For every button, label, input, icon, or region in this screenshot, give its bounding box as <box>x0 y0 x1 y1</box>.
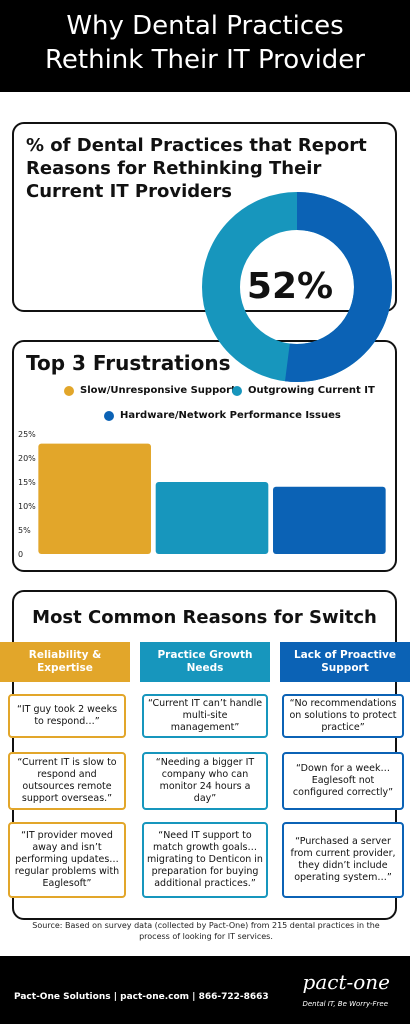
y-tick-label: 0 <box>18 550 23 559</box>
page-footer: Pact-One Solutions | pact-one.com | 866-… <box>0 956 410 1024</box>
legend-label: Outgrowing Current IT <box>248 385 375 396</box>
column-header-proactive: Lack of Proactive Support <box>280 642 410 682</box>
stat-card-title: % of Dental Practices that Report Reason… <box>26 135 367 202</box>
legend-item-outgrowing: Outgrowing Current IT <box>232 385 375 396</box>
footer-contact: Pact-One Solutions | pact-one.com | 866-… <box>14 992 269 1002</box>
frustrations-title: Top 3 Frustrations <box>26 351 231 375</box>
quote-box: “Need IT support to match growth goals…m… <box>142 822 268 898</box>
frustrations-bar-chart: 25% 20% 15% 10% 5% 0 <box>18 430 386 559</box>
quote-box: “Needing a bigger IT company who can mon… <box>142 752 268 810</box>
column-header-label: Practice Growth Needs <box>157 649 253 674</box>
column-header-growth: Practice Growth Needs <box>140 642 270 682</box>
legend-item-slow-support: Slow/Unresponsive Support <box>64 385 236 396</box>
y-tick-label: 15% <box>18 478 36 487</box>
column-header-label: Reliability & Expertise <box>28 649 102 674</box>
quote-box: “IT provider moved away and isn’t perfor… <box>8 822 126 898</box>
page-title-line-1: Why Dental Practices <box>66 11 344 41</box>
donut-filled <box>202 192 392 382</box>
quote-box: “Purchased a server from current provide… <box>282 822 404 898</box>
quote-box: “IT guy took 2 weeks to respond…” <box>8 694 126 738</box>
legend-item-hardware: Hardware/Network Performance Issues <box>104 410 341 421</box>
quote-box: “Current IT is slow to respond and outso… <box>8 752 126 810</box>
page-title-line-2: Rethink Their IT Provider <box>45 45 365 75</box>
bar <box>273 486 386 554</box>
legend-swatch <box>232 385 242 396</box>
reasons-title: Most Common Reasons for Switch <box>32 607 377 628</box>
donut-label: 52% <box>247 266 333 307</box>
y-tick-label: 10% <box>18 502 36 511</box>
column-header-label: Lack of Proactive Support <box>293 649 397 674</box>
legend-label: Slow/Unresponsive Support <box>80 385 236 396</box>
quote-box: “Current IT can’t handle multi-site mana… <box>142 694 268 738</box>
legend-swatch <box>64 385 74 396</box>
brand-tagline: Dental IT, Be Worry-Free <box>302 1000 388 1008</box>
y-tick-label: 25% <box>18 430 36 439</box>
quote-box: “No recommendations on solutions to prot… <box>282 694 404 738</box>
quote-box: “Down for a week…Eaglesoft not configure… <box>282 752 404 810</box>
donut-chart: 52% <box>202 192 392 382</box>
y-tick-label: 5% <box>18 526 31 535</box>
y-tick-label: 20% <box>18 454 36 463</box>
bar <box>38 443 151 554</box>
legend-swatch <box>104 410 114 421</box>
source-note: Source: Based on survey data (collected … <box>32 921 380 941</box>
page-header: Why Dental Practices Rethink Their IT Pr… <box>0 0 410 92</box>
brand-logo: pact-one <box>302 970 390 994</box>
bar <box>155 482 269 554</box>
legend-label: Hardware/Network Performance Issues <box>120 410 341 421</box>
column-header-reliability: Reliability & Expertise <box>0 642 130 682</box>
